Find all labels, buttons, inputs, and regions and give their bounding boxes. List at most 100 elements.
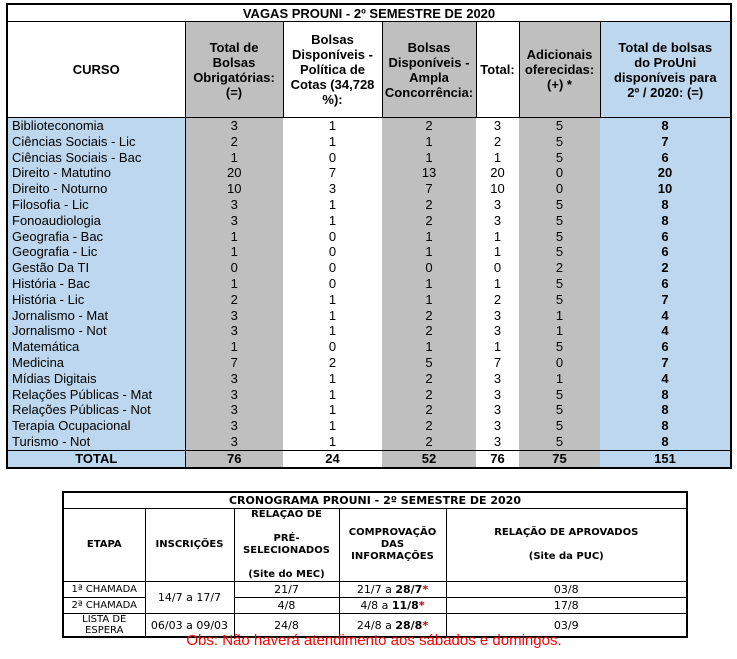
- table-row: Biblioteconomia 3 1 2 3 5 8: [7, 117, 731, 134]
- value-cell: 2: [600, 260, 731, 276]
- value-cell: 3: [476, 418, 519, 434]
- pre-selecionados-cell: 4/8: [233, 597, 340, 614]
- table-row: Direito - Matutino 20 7 13 20 0 20: [7, 165, 731, 182]
- value-cell: 0: [519, 354, 600, 371]
- inscricoes-cell: 06/03 a 09/03: [144, 613, 235, 638]
- comprovacao-cell: 21/7 a 28/7*: [338, 581, 447, 598]
- value-cell: 20: [476, 165, 519, 182]
- value-cell: 2: [382, 117, 476, 134]
- table-row: Matemática 1 0 1 1 5 6: [7, 339, 731, 355]
- value-cell: 5: [519, 339, 600, 355]
- value-cell: 8: [600, 418, 731, 434]
- value-cell: 1: [283, 196, 382, 213]
- value-cell: 1: [283, 307, 382, 324]
- total-value-cell: 76: [185, 449, 283, 468]
- value-cell: 1: [283, 323, 382, 340]
- value-cell: 3: [185, 307, 283, 324]
- value-cell: 10: [600, 181, 731, 197]
- vagas-title-row: VAGAS PROUNI - 2º SEMESTRE DE 2020: [7, 4, 731, 22]
- value-cell: 7: [476, 354, 519, 371]
- etapa-cell: 1ª CHAMADA: [62, 581, 146, 598]
- table-row: Jornalismo - Mat 3 1 2 3 1 4: [7, 307, 731, 324]
- value-cell: 5: [519, 418, 600, 434]
- value-cell: 3: [476, 370, 519, 387]
- curso-cell: Terapia Ocupacional: [7, 418, 186, 434]
- value-cell: 5: [519, 402, 600, 419]
- value-cell: 0: [519, 181, 600, 197]
- curso-cell: Jornalismo - Not: [7, 323, 186, 340]
- value-cell: 2: [283, 354, 382, 371]
- curso-cell: Geografia - Lic: [7, 244, 186, 261]
- value-cell: 3: [185, 212, 283, 229]
- value-cell: 6: [600, 339, 731, 355]
- value-cell: 1: [185, 275, 283, 292]
- value-cell: 3: [476, 323, 519, 340]
- value-cell: 1: [283, 370, 382, 387]
- cronograma-row: 2ª CHAMADA 4/8 4/8 a 11/8* 17/8: [62, 597, 688, 614]
- value-cell: 2: [382, 433, 476, 451]
- value-cell: 7: [600, 291, 731, 308]
- value-cell: 2: [382, 212, 476, 229]
- column-header-pre-selecionados: RELAÇÃO DE PRÉ-SELECIONADOS (Site do MEC…: [233, 508, 340, 582]
- value-cell: 1: [283, 133, 382, 150]
- cronograma-header-row: ETAPA INSCRIÇÕES RELAÇÃO DE PRÉ-SELECION…: [62, 508, 688, 582]
- value-cell: 2: [382, 418, 476, 434]
- value-cell: 3: [476, 386, 519, 403]
- curso-cell: Direito - Matutino: [7, 165, 186, 182]
- aprovados-cell: 03/8: [445, 581, 688, 598]
- value-cell: 5: [519, 196, 600, 213]
- value-cell: 2: [382, 307, 476, 324]
- value-cell: 0: [519, 165, 600, 182]
- curso-cell: Relações Públicas - Mat: [7, 386, 186, 403]
- value-cell: 5: [519, 212, 600, 229]
- table-row: História - Bac 1 0 1 1 5 6: [7, 275, 731, 292]
- value-cell: 6: [600, 149, 731, 166]
- comprovacao-range: 24/8 a: [356, 618, 396, 632]
- table-row: Jornalismo - Not 3 1 2 3 1 4: [7, 323, 731, 340]
- table-row: Fonoaudiologia 3 1 2 3 5 8: [7, 212, 731, 229]
- inscricoes-cell: 14/7 a 17/7: [144, 581, 235, 614]
- value-cell: 5: [519, 149, 600, 166]
- value-cell: 1: [476, 339, 519, 355]
- value-cell: 8: [600, 386, 731, 403]
- table-row: Gestão Da TI 0 0 0 0 2 2: [7, 260, 731, 276]
- value-cell: 6: [600, 275, 731, 292]
- value-cell: 5: [519, 133, 600, 150]
- value-cell: 3: [476, 307, 519, 324]
- curso-cell: Relações Públicas - Not: [7, 402, 186, 419]
- column-header-total-prouni: Total de bolsas do ProUni disponíveis pa…: [599, 21, 732, 118]
- value-cell: 2: [476, 133, 519, 150]
- comprovacao-range: 21/7 a: [356, 583, 396, 596]
- column-header-aprovados: RELAÇÃO DE APROVADOS (Site da PUC): [445, 508, 688, 582]
- value-cell: 3: [185, 418, 283, 434]
- comprovacao-cell: 4/8 a 11/8*: [338, 597, 447, 614]
- value-cell: 4: [600, 307, 731, 324]
- value-cell: 2: [382, 370, 476, 387]
- column-header-total: Total:: [475, 21, 520, 118]
- value-cell: 0: [476, 260, 519, 276]
- value-cell: 5: [519, 228, 600, 245]
- value-cell: 1: [283, 433, 382, 451]
- comprovacao-deadline: 28/7: [395, 583, 423, 596]
- value-cell: 1: [476, 275, 519, 292]
- value-cell: 6: [600, 228, 731, 245]
- table-row: Ciências Sociais - Lic 2 1 1 2 5 7: [7, 133, 731, 150]
- total-value-cell: 52: [382, 449, 476, 468]
- value-cell: 13: [382, 165, 476, 182]
- value-cell: 8: [600, 433, 731, 451]
- cronograma-table-body: 1ª CHAMADA 14/7 a 17/7 21/7 21/7 a 28/7* 03/…: [62, 581, 688, 638]
- curso-cell: Ciências Sociais - Bac: [7, 149, 186, 166]
- curso-cell: Gestão Da TI: [7, 260, 186, 276]
- table-row: Geografia - Bac 1 0 1 1 5 6: [7, 228, 731, 245]
- value-cell: 10: [476, 181, 519, 197]
- value-cell: 5: [519, 433, 600, 451]
- value-cell: 1: [185, 228, 283, 245]
- cronograma-title-row: CRONOGRAMA PROUNI - 2º SEMESTRE DE 2020: [63, 492, 687, 509]
- curso-cell: História - Lic: [7, 291, 186, 308]
- column-header-etapa: ETAPA: [62, 508, 146, 582]
- obs-note: Obs: Não haverá atendimento aos sábados …: [186, 632, 562, 649]
- value-cell: 8: [600, 402, 731, 419]
- value-cell: 7: [600, 354, 731, 371]
- value-cell: 7: [600, 133, 731, 150]
- value-cell: 0: [283, 228, 382, 245]
